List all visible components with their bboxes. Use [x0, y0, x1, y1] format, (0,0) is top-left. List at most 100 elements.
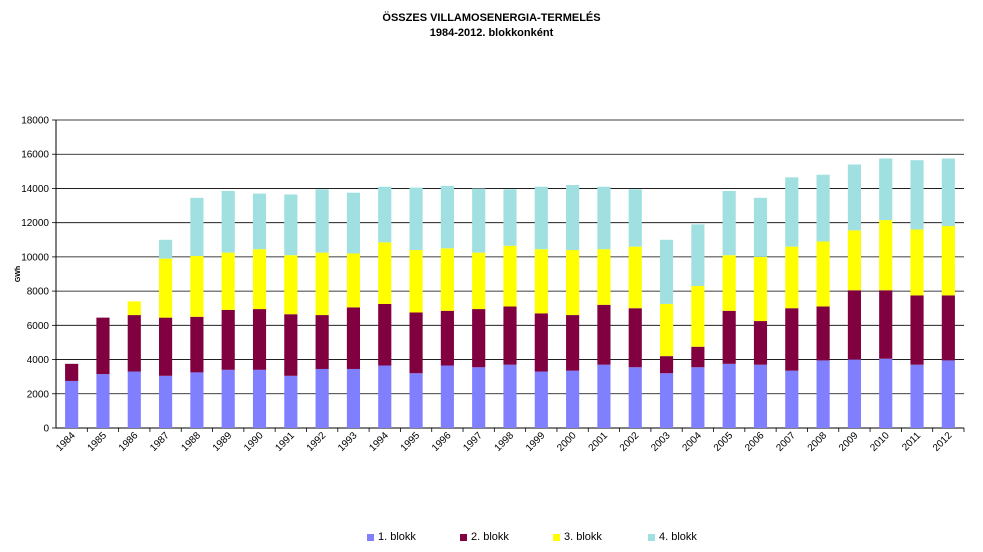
bar-segment-series-4 [440, 185, 454, 249]
bar-segment-series-2 [378, 303, 392, 366]
bar-segment-series-2 [315, 315, 329, 369]
x-tick-label: 1994 [367, 430, 391, 454]
x-tick-label: 2012 [931, 430, 955, 454]
bar-segment-series-4 [221, 191, 235, 253]
bar-segment-series-1 [534, 371, 548, 428]
bar-segment-series-1 [472, 367, 486, 428]
chart-legend: 1. blokk 2. blokk 3. blokk 4. blokk [0, 531, 983, 545]
x-tick-label: 1989 [211, 430, 235, 454]
x-tick-label: 1987 [148, 430, 172, 454]
bar-segment-series-1 [190, 372, 204, 428]
bar-segment-series-4 [159, 239, 173, 259]
bar-segment-series-1 [409, 373, 423, 428]
bar-segment-series-4 [472, 188, 486, 253]
legend-item: 4. blokk [648, 531, 697, 543]
bar-segment-series-2 [941, 295, 955, 361]
bar-segment-series-2 [409, 312, 423, 374]
bar-segment-series-2 [910, 295, 924, 365]
legend-swatch [460, 533, 467, 541]
x-tick-label: 2008 [806, 430, 830, 454]
bar-segment-series-4 [503, 189, 517, 246]
bar-segment-series-2 [566, 315, 580, 371]
bar-segment-series-4 [753, 197, 768, 257]
bar-segment-series-2 [96, 317, 110, 375]
bar-segment-series-4 [252, 193, 267, 250]
x-tick-label: 1991 [273, 430, 297, 454]
y-tick-label: 18000 [21, 116, 49, 127]
bar-segment-series-3 [284, 255, 298, 315]
bar-segment-series-1 [221, 369, 235, 428]
bar-segment-series-2 [159, 317, 173, 376]
x-tick-label: 2001 [587, 430, 611, 454]
bar-segment-series-1 [440, 365, 454, 428]
bar-segment-series-4 [722, 191, 736, 256]
bar-segment-series-4 [534, 186, 548, 250]
x-tick-label: 2004 [680, 430, 704, 454]
x-tick-label: 2009 [837, 430, 861, 454]
bar-segment-series-1 [785, 370, 799, 428]
bar-segment-series-3 [816, 241, 830, 307]
x-tick-label: 1990 [242, 430, 266, 454]
y-tick-label: 12000 [21, 218, 49, 229]
bar-segment-series-2 [65, 363, 79, 381]
bar-segment-series-2 [190, 316, 204, 373]
bar-segment-series-3 [221, 252, 235, 310]
bar-segment-series-1 [252, 369, 267, 428]
bar-segment-series-1 [941, 360, 955, 428]
bar-segment-series-4 [190, 197, 204, 257]
bar-segment-series-3 [190, 256, 204, 317]
bar-segment-series-4 [847, 164, 861, 231]
bar-segment-series-2 [597, 304, 611, 365]
bar-segment-series-4 [691, 224, 705, 286]
bar-segment-series-3 [315, 252, 329, 316]
bar-segment-series-3 [628, 246, 642, 309]
bar-segment-series-3 [566, 250, 580, 316]
bar-segment-series-1 [879, 358, 893, 428]
x-tick-label: 2003 [649, 430, 673, 454]
bar-segment-series-4 [910, 160, 924, 230]
bar-segment-series-2 [722, 310, 736, 364]
legend-swatch [553, 533, 560, 541]
bar-segment-series-3 [722, 255, 736, 311]
bar-segment-series-4 [879, 158, 893, 221]
bar-segment-series-3 [879, 220, 893, 291]
bar-segment-series-2 [879, 290, 893, 359]
bar-segment-series-2 [628, 308, 642, 368]
x-tick-label: 1996 [430, 430, 454, 454]
bar-segment-series-2 [659, 356, 674, 374]
bar-segment-series-2 [534, 313, 548, 372]
bar-segment-series-1 [96, 374, 110, 428]
bar-segment-series-2 [503, 306, 517, 365]
bar-segment-series-4 [816, 174, 830, 242]
bar-segment-series-3 [252, 249, 267, 310]
bar-segment-series-3 [941, 226, 955, 296]
bar-segment-series-1 [65, 380, 79, 428]
y-tick-label: 16000 [21, 150, 49, 161]
bar-segment-series-3 [127, 301, 141, 316]
y-axis-label: GWh [15, 266, 22, 282]
bar-segment-series-2 [127, 315, 141, 372]
x-tick-label: 2000 [555, 430, 579, 454]
y-tick-label: 8000 [27, 287, 50, 298]
bar-segment-series-4 [346, 192, 361, 254]
bar-segment-series-2 [753, 321, 768, 365]
bar-segment-series-1 [659, 373, 674, 428]
bar-segment-series-1 [503, 364, 517, 428]
bar-segment-series-1 [816, 360, 830, 428]
bar-segment-series-3 [503, 245, 517, 307]
legend-label: 2. blokk [471, 531, 509, 543]
bar-segment-series-4 [315, 189, 329, 253]
bar-segment-series-4 [597, 186, 611, 250]
bar-segment-series-1 [847, 359, 861, 428]
bar-segment-series-2 [440, 310, 454, 366]
bar-segment-series-1 [691, 367, 705, 428]
legend-label: 3. blokk [564, 531, 602, 543]
legend-item: 1. blokk [367, 531, 416, 543]
chart-subtitle: 1984-2012. blokkonként [429, 27, 554, 39]
bar-segment-series-4 [566, 185, 580, 251]
bar-segment-series-1 [628, 367, 642, 428]
bar-segment-series-3 [691, 285, 705, 347]
legend-label: 1. blokk [378, 531, 416, 543]
bar-segment-series-4 [409, 187, 423, 251]
bar-segment-series-2 [472, 309, 486, 368]
